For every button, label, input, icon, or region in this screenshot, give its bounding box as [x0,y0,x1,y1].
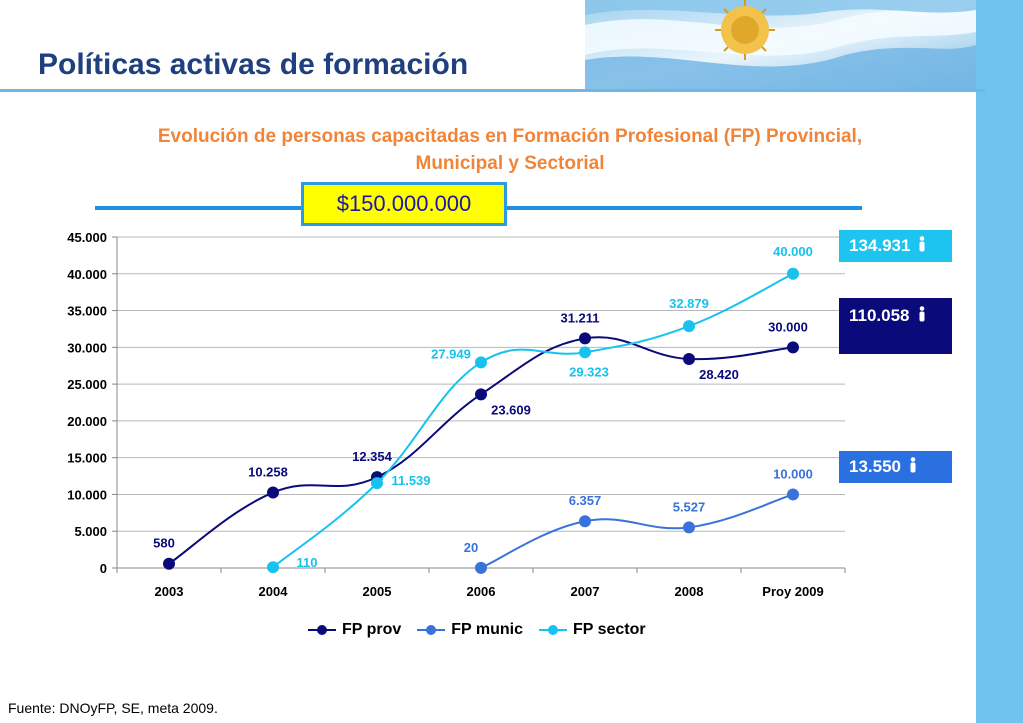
data-point [163,557,175,570]
person-icon [918,299,926,335]
data-label: 10.000 [773,466,813,481]
chart-data-labels: 580 10.258 12.354 23.609 31.211 28.420 30.000 2… [153,244,813,570]
total-prov-value: 110.058 [849,306,910,325]
data-point [475,561,487,574]
series-line-fp-sector [272,272,794,568]
data-point [579,515,591,528]
x-tick-label: 2003 [155,584,184,599]
data-point [267,486,279,499]
source-note: Fuente: DNOyFP, SE, meta 2009. [8,700,218,716]
y-tick-label: 45.000 [67,230,107,245]
data-point [683,352,695,365]
y-tick-label: 25.000 [67,377,107,392]
data-label: 20 [464,540,478,555]
y-tick-label: 40.000 [67,267,107,282]
y-tick-label: 0 [100,561,107,576]
data-label: 30.000 [768,319,808,334]
y-tick-label: 10.000 [67,487,107,502]
total-sector-value: 134.931 [849,236,911,255]
data-point [475,388,487,401]
data-point [267,561,279,574]
person-icon [909,452,917,484]
data-label: 40.000 [773,244,813,259]
data-label: 28.420 [699,367,739,382]
data-label: 5.527 [673,499,706,514]
chart-title: Evolución de personas capacitadas en For… [157,126,863,174]
total-sector-box: 134.931 [839,230,952,262]
line-chart: 0 5.000 10.000 15.000 20.000 25.000 30.000 35.0… [67,230,846,599]
data-point [787,267,799,280]
data-label: 10.258 [248,465,288,480]
data-label: 580 [153,536,175,551]
total-munic-box: 13.550 [839,451,952,483]
data-label: 110 [297,555,318,570]
data-label: 12.354 [352,449,393,464]
data-label: 6.357 [569,493,602,508]
data-point [371,477,383,490]
x-tick-label: Proy 2009 [762,584,823,599]
person-icon [918,231,926,263]
x-tick-label: 2007 [571,584,600,599]
data-point [579,332,591,345]
y-tick-label: 20.000 [67,414,107,429]
right-decorative-strip [976,0,1023,723]
data-label: 27.949 [431,346,471,361]
y-tick-label: 5.000 [74,524,107,539]
argentina-flag-image [585,0,976,89]
data-label: 11.539 [391,473,430,488]
x-tick-label: 2008 [675,584,704,599]
chart-axes: 0 5.000 10.000 15.000 20.000 25.000 30.000 35.0… [67,230,846,599]
y-tick-label: 30.000 [67,340,107,355]
y-tick-label: 35.000 [67,304,107,319]
data-label: 32.879 [669,296,709,311]
chart-series [163,267,799,574]
title-underline [0,89,985,92]
x-tick-label: 2004 [259,584,289,599]
legend-item-prov: FP prov [308,621,401,639]
data-point [475,356,487,369]
legend-item-sector: FP sector [539,621,646,639]
data-point [787,488,799,501]
y-tick-label: 15.000 [67,451,107,466]
legend-marker-sector [539,625,567,635]
legend-item-munic: FP munic [417,621,523,639]
page-title: Políticas activas de formación [38,48,469,81]
chart-grid [117,236,845,532]
data-point [683,521,695,534]
data-point [683,320,695,333]
legend-marker-munic [417,625,446,635]
total-munic-value: 13.550 [849,457,901,476]
x-tick-label: 2005 [363,584,392,599]
series-line-fp-munic [480,493,794,569]
chart-legend: FP prov FP munic FP sector [308,621,646,639]
data-point [579,346,591,359]
legend-marker-prov [308,625,336,635]
budget-box: $150.000.000 [301,182,507,226]
legend-label-prov: FP prov [342,621,402,638]
x-tick-label: 2006 [467,584,496,599]
data-label: 29.323 [569,364,609,379]
data-point [787,341,799,354]
data-label: 23.609 [491,402,531,417]
data-label: 31.211 [560,310,599,325]
legend-label-sector: FP sector [573,621,646,638]
legend-label-munic: FP munic [451,621,523,638]
total-prov-box: 110.058 [839,298,952,354]
